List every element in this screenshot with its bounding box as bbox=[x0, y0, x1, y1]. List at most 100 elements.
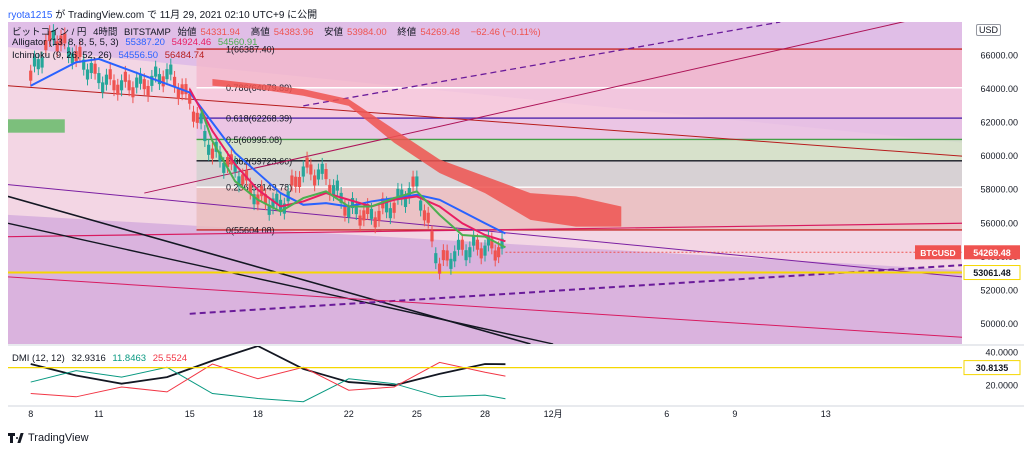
alligator-label: Alligator (13, 8, 8, 5, 5, 3) bbox=[12, 37, 119, 48]
ohlc-high: 高値 54383.96 bbox=[250, 27, 314, 38]
candle-body bbox=[108, 69, 112, 80]
candle-body bbox=[154, 66, 158, 77]
time-axis-label: 9 bbox=[732, 409, 737, 419]
candle-body bbox=[244, 170, 249, 181]
ohlc-close: 終値 54269.48 bbox=[397, 27, 460, 38]
time-axis-label: 28 bbox=[480, 409, 490, 419]
candle-body bbox=[127, 80, 131, 91]
publish-timestamp: 11月 29, 2021 02:10 UTC+9 に公開 bbox=[159, 10, 318, 21]
fib-zone bbox=[196, 118, 962, 140]
ichimoku-cloud-bullish bbox=[8, 119, 65, 133]
ichimoku-kijun-value: 56484.74 bbox=[164, 50, 205, 61]
alligator-line bbox=[30, 57, 506, 235]
candle-body bbox=[138, 73, 143, 84]
dmi-plus-value: 11.8463 bbox=[112, 353, 147, 364]
candle-body bbox=[354, 204, 358, 215]
price-axis-label: 52000.00 bbox=[980, 285, 1018, 295]
candle-body bbox=[210, 148, 215, 159]
ichimoku-legend[interactable]: Ichimoku (9, 26, 52, 26) 54556.50 56484.… bbox=[12, 50, 208, 61]
price-tag-bg bbox=[963, 265, 1021, 281]
time-axis-label: 13 bbox=[821, 409, 831, 419]
candle-body bbox=[396, 188, 400, 199]
lower-channel-fill bbox=[8, 214, 962, 344]
candle-body bbox=[415, 176, 419, 187]
footer-brand[interactable]: TradingView bbox=[8, 432, 89, 444]
candle-body bbox=[263, 194, 268, 205]
fib-zone bbox=[196, 139, 962, 161]
fib-level-label: 1(66387.40) bbox=[226, 45, 275, 55]
candle-body bbox=[260, 186, 264, 197]
currency-button[interactable]: USD bbox=[976, 24, 1002, 36]
candle-body bbox=[343, 205, 347, 216]
dmi-pane-content bbox=[8, 346, 962, 403]
trend-line bbox=[303, 22, 781, 107]
trend-line bbox=[8, 184, 962, 278]
candle-body bbox=[373, 217, 377, 228]
time-axis-label: 22 bbox=[344, 409, 354, 419]
candle-body bbox=[493, 250, 497, 261]
alligator-line bbox=[200, 108, 506, 249]
price-axis-label: 62000.00 bbox=[980, 118, 1018, 128]
candle-body bbox=[218, 151, 222, 162]
candle-body bbox=[324, 169, 328, 180]
candle-body bbox=[169, 64, 173, 75]
candle-body bbox=[294, 176, 298, 187]
time-axis-label: 15 bbox=[185, 409, 195, 419]
via-text: が TradingView.com で bbox=[55, 10, 157, 21]
candle-body bbox=[445, 250, 449, 261]
ichimoku-label: Ichimoku (9, 26, 52, 26) bbox=[12, 50, 112, 61]
candle-body bbox=[32, 56, 37, 67]
candle-body bbox=[78, 46, 82, 57]
candle-body bbox=[51, 30, 56, 41]
ichimoku-cloud bbox=[212, 79, 622, 227]
dmi-line bbox=[30, 346, 506, 387]
author-name[interactable]: ryota1215 bbox=[8, 10, 53, 21]
candle-body bbox=[93, 63, 97, 74]
candle-body bbox=[441, 250, 445, 261]
candle-body bbox=[40, 57, 44, 68]
candle-body bbox=[233, 161, 237, 172]
candle-body bbox=[59, 35, 63, 46]
fib-zone bbox=[196, 49, 962, 88]
alligator-teeth-value: 54924.46 bbox=[171, 37, 212, 48]
fib-zone bbox=[196, 160, 962, 188]
candle-body bbox=[161, 76, 165, 87]
candle-body bbox=[36, 59, 40, 70]
dmi-line bbox=[30, 361, 506, 398]
dmi-line bbox=[30, 366, 506, 403]
candle-body bbox=[392, 202, 396, 213]
candle-body bbox=[460, 239, 464, 250]
dmi-legend[interactable]: DMI (12, 12) 32.9316 11.8463 25.5524 bbox=[12, 353, 191, 364]
fib-level-label: 0.236(58149.78) bbox=[226, 183, 292, 193]
candle-body bbox=[377, 210, 381, 221]
trend-line bbox=[8, 276, 962, 338]
tradingview-logo-icon bbox=[8, 433, 24, 443]
ichimoku-tenkan-value: 54556.50 bbox=[118, 50, 159, 61]
price-axis-label: 64000.00 bbox=[980, 84, 1018, 94]
candle-body bbox=[464, 250, 468, 261]
candle-body bbox=[63, 33, 67, 44]
candle-body bbox=[453, 251, 457, 262]
candle-body bbox=[430, 231, 434, 242]
ohlc-open: 始値 54331.94 bbox=[177, 27, 241, 38]
candle-body bbox=[191, 111, 196, 122]
candle-body bbox=[82, 59, 86, 70]
candle-body bbox=[366, 203, 370, 215]
candle-body bbox=[309, 164, 313, 175]
candle-body bbox=[271, 198, 275, 209]
alligator-legend[interactable]: Alligator (13, 8, 8, 5, 5, 3) 55387.20 5… bbox=[12, 37, 261, 48]
candle-body bbox=[112, 80, 116, 91]
candle-body bbox=[331, 185, 336, 196]
candle-body bbox=[316, 169, 321, 180]
candle-body bbox=[437, 263, 442, 274]
main-pane-content: 1(66387.40)0.786(64079.89)0.618(62268.39… bbox=[8, 22, 962, 344]
price-tag-value: 53061.48 bbox=[973, 268, 1011, 278]
price-chart-svg[interactable]: 1(66387.40)0.786(64079.89)0.618(62268.39… bbox=[0, 18, 1024, 446]
candle-body bbox=[278, 199, 283, 210]
candle-body bbox=[403, 196, 408, 208]
alligator-lips-value: 54560.91 bbox=[217, 37, 258, 48]
candle-body bbox=[384, 202, 389, 213]
candle-body bbox=[419, 200, 423, 211]
publish-header: ryota1215 が TradingView.com で 11月 29, 20… bbox=[8, 6, 317, 21]
candle-body bbox=[195, 112, 199, 123]
